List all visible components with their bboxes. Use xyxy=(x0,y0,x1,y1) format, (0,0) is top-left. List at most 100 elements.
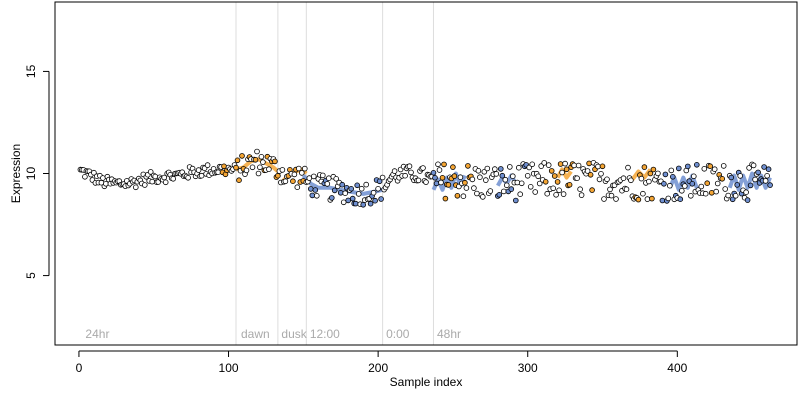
data-point xyxy=(566,182,573,188)
data-point xyxy=(638,175,645,182)
data-point xyxy=(433,180,440,187)
data-point xyxy=(370,189,377,196)
data-point xyxy=(294,184,301,191)
data-point xyxy=(684,163,691,170)
data-point xyxy=(765,166,772,173)
data-point xyxy=(352,200,359,207)
region-label: 48hr xyxy=(437,327,461,341)
data-point xyxy=(499,172,506,179)
data-point xyxy=(482,177,489,183)
data-point xyxy=(575,162,582,169)
data-point xyxy=(471,185,477,191)
data-point xyxy=(713,188,719,195)
data-point xyxy=(313,193,320,199)
data-point xyxy=(675,165,682,172)
data-point xyxy=(82,174,88,180)
data-point xyxy=(363,181,370,188)
data-point xyxy=(557,161,564,167)
data-point xyxy=(460,193,467,200)
data-point xyxy=(408,169,414,176)
data-point xyxy=(491,166,498,172)
data-point xyxy=(479,194,486,200)
data-point xyxy=(306,175,313,181)
data-point xyxy=(272,158,278,165)
data-point xyxy=(535,173,541,180)
data-point xyxy=(509,173,516,180)
data-point xyxy=(474,190,480,197)
data-point xyxy=(301,165,308,172)
data-point xyxy=(647,170,654,177)
x-tick-label: 200 xyxy=(368,361,388,375)
trend-line xyxy=(301,174,384,196)
data-point xyxy=(170,176,177,182)
data-point xyxy=(487,188,494,194)
data-point xyxy=(587,172,594,178)
data-point xyxy=(669,174,676,180)
data-point xyxy=(243,167,250,174)
data-point xyxy=(623,186,630,193)
data-point xyxy=(750,162,757,169)
data-point xyxy=(548,168,555,174)
x-axis-label: Sample index xyxy=(390,375,463,389)
data-point xyxy=(599,163,606,170)
data-point xyxy=(517,191,523,198)
data-point xyxy=(607,186,613,193)
data-point xyxy=(722,186,728,192)
data-point xyxy=(451,173,458,179)
data-point xyxy=(677,196,684,203)
x-axis: 0 100 200 300 400 xyxy=(76,350,688,375)
data-point xyxy=(255,170,262,177)
data-point xyxy=(258,154,265,160)
data-point xyxy=(372,197,378,204)
data-point xyxy=(662,171,669,178)
data-point xyxy=(358,185,365,192)
data-point xyxy=(563,166,570,173)
data-point xyxy=(732,193,739,199)
data-point xyxy=(342,190,349,197)
data-point xyxy=(100,175,106,181)
data-point xyxy=(337,190,344,196)
data-point xyxy=(641,164,648,170)
region-label: dusk xyxy=(281,327,307,341)
data-point xyxy=(556,187,562,194)
data-point xyxy=(402,172,408,179)
data-point xyxy=(725,192,731,199)
data-point xyxy=(524,173,531,179)
x-tick-label: 300 xyxy=(518,361,538,375)
data-point xyxy=(728,174,734,181)
data-point xyxy=(457,174,464,181)
data-point xyxy=(506,164,513,170)
data-point xyxy=(500,188,507,195)
data-point xyxy=(502,176,509,183)
data-point xyxy=(161,174,168,181)
data-point xyxy=(147,169,154,175)
data-point xyxy=(529,161,535,168)
data-point xyxy=(432,175,438,181)
data-point xyxy=(236,177,242,184)
data-point xyxy=(698,183,705,190)
data-point xyxy=(282,178,289,185)
data-point xyxy=(469,176,476,183)
region-label: 24hr xyxy=(85,327,109,341)
data-point xyxy=(462,179,468,186)
data-point xyxy=(406,163,413,170)
data-point xyxy=(450,164,456,170)
data-point xyxy=(604,176,610,183)
data-point xyxy=(310,173,317,180)
data-point xyxy=(635,196,642,203)
data-point xyxy=(349,195,356,202)
data-point xyxy=(423,179,429,185)
data-point xyxy=(734,182,740,188)
data-point xyxy=(553,192,559,198)
data-point xyxy=(551,173,558,179)
data-point xyxy=(711,166,718,173)
data-point xyxy=(752,176,758,183)
region-label: 12:00 xyxy=(310,327,340,341)
data-point xyxy=(577,186,583,193)
data-point xyxy=(720,163,727,169)
data-point xyxy=(608,192,615,199)
data-point xyxy=(298,170,305,176)
data-point xyxy=(445,182,452,188)
data-point xyxy=(391,168,398,174)
data-point xyxy=(559,169,565,176)
